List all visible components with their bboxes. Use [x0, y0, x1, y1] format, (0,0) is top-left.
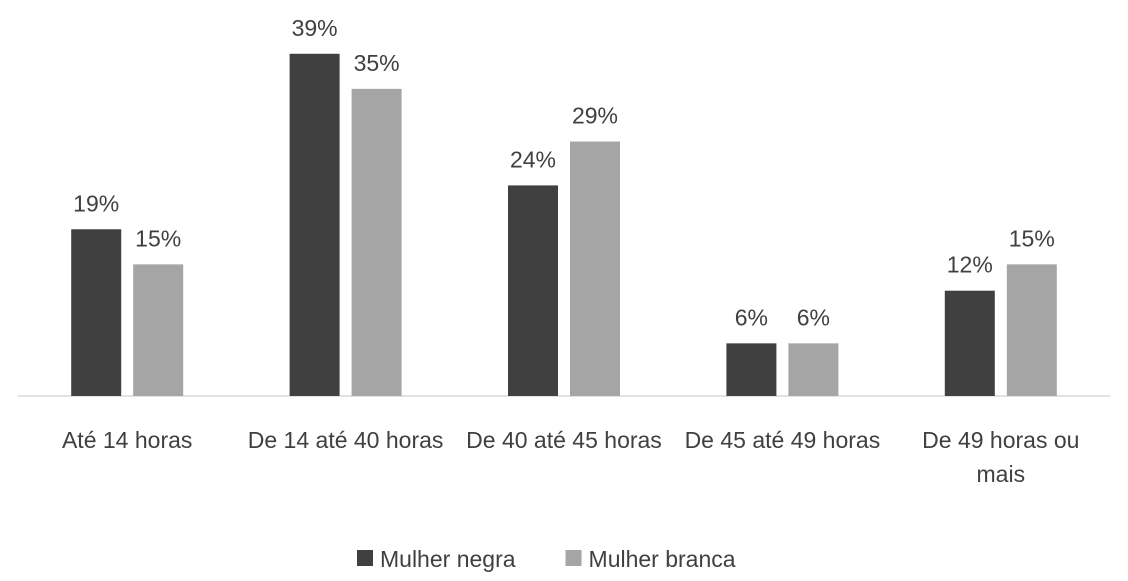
bar: [133, 264, 184, 396]
x-tick-label: Até 14 horas: [61, 427, 193, 453]
data-label: 24%: [510, 146, 556, 172]
bar: [726, 343, 777, 396]
data-label: 19%: [73, 190, 119, 216]
x-tick-label: De 45 até 49 horas: [684, 427, 881, 453]
legend-label: Mulher branca: [589, 546, 736, 572]
bar: [351, 88, 402, 396]
x-tick-label: De 40 até 45 horas: [466, 427, 662, 453]
data-label: 39%: [292, 15, 338, 41]
bar: [289, 53, 340, 397]
data-label: 29%: [572, 103, 618, 129]
bar: [788, 343, 839, 396]
data-label: 35%: [354, 50, 400, 76]
data-label: 6%: [735, 304, 768, 330]
data-label: 15%: [1009, 225, 1055, 251]
bar: [71, 229, 122, 396]
bar: [944, 290, 995, 396]
data-label: 12%: [947, 252, 993, 278]
data-label: 15%: [135, 225, 181, 251]
x-tick-label: De 49 horas ou mais: [922, 427, 1080, 487]
bar: [1006, 264, 1057, 396]
legend-swatch: [357, 550, 373, 566]
x-tick-label: De 14 até 40 horas: [247, 427, 444, 453]
bar: [508, 185, 558, 396]
legend-swatch: [565, 550, 582, 566]
legend-label: Mulher negra: [380, 546, 516, 572]
bar: [570, 141, 620, 396]
data-label: 6%: [797, 304, 830, 330]
